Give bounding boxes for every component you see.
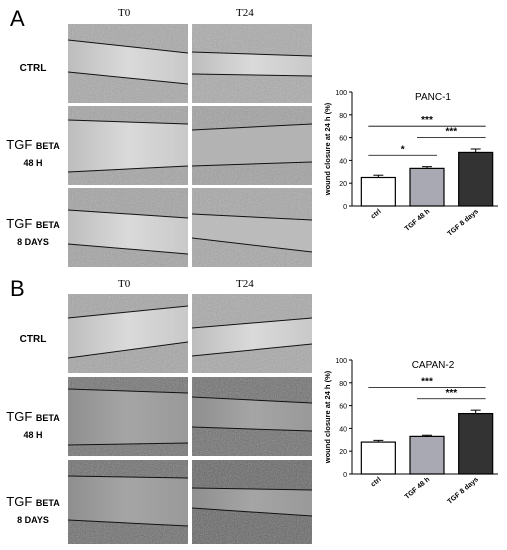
micrograph-b-ctrl-t24 xyxy=(192,294,312,373)
chart-b-y-tick-label: 20 xyxy=(339,449,347,456)
chart-b-y-tick-label: 100 xyxy=(335,358,347,365)
row-label-tgf-8days: TGF BETA 8 DAYS xyxy=(6,216,60,247)
micrograph-a-tgf48h-t24 xyxy=(192,106,312,185)
chart-a-category-label: TGF 8 days xyxy=(447,208,480,238)
row-label-tgf-8days: TGF BETA 8 DAYS xyxy=(6,494,60,525)
chart-a-y-tick-label: 0 xyxy=(343,204,347,211)
micrograph-b-tgf8d-t0 xyxy=(68,460,188,544)
chart-b-y-axis-label: wound closure at 24 h (%) xyxy=(323,370,332,464)
chart-a-significance-label: * xyxy=(401,144,405,155)
micrograph-a-ctrl-t0 xyxy=(68,24,188,103)
chart-b-y-tick-label: 80 xyxy=(339,381,347,388)
chart-a-category-label: TGF 48 h xyxy=(404,208,431,233)
micrograph-b-tgf48h-t24 xyxy=(192,377,312,456)
micrograph-a-tgf8d-t0 xyxy=(68,188,188,267)
chart-b-category-label: ctrl xyxy=(370,476,383,488)
panel-label-a: A xyxy=(10,6,25,31)
chart-b-y-tick-label: 0 xyxy=(343,472,347,479)
chart-b-bar xyxy=(458,412,494,475)
row-label-tgf-48h: TGF BETA 48 H xyxy=(6,409,60,440)
chart-b-title: CAPAN-2 xyxy=(412,360,455,371)
chart-a-y-axis-label: wound closure at 24 h (%) xyxy=(323,102,332,196)
chart-a-y-tick-label: 100 xyxy=(335,90,347,97)
chart-a-bar xyxy=(360,176,396,207)
column-header-t24: T24 xyxy=(236,278,254,290)
chart-a-y-tick-label: 60 xyxy=(339,136,347,143)
chart-b-significance-label: *** xyxy=(421,376,433,387)
chart-b-bar xyxy=(360,441,396,475)
micrograph-b-ctrl-t0 xyxy=(68,294,188,373)
panel-label-b: B xyxy=(10,276,25,301)
chart-b-y-tick-label: 60 xyxy=(339,404,347,411)
column-header-t24: T24 xyxy=(236,7,254,19)
row-label-ctrl: CTRL xyxy=(19,334,47,345)
chart-b-category-label: TGF 8 days xyxy=(447,476,480,506)
column-header-t0: T0 xyxy=(118,7,131,19)
chart-b-category-label: TGF 48 h xyxy=(404,476,431,501)
row-label-ctrl: CTRL xyxy=(19,63,47,74)
chart-a-y-tick-label: 40 xyxy=(339,158,347,165)
micrograph-a-ctrl-t24 xyxy=(192,24,312,103)
chart-a-category-label: ctrl xyxy=(370,208,383,220)
chart-b-significance-label: *** xyxy=(445,388,457,399)
chart-a-y-tick-label: 20 xyxy=(339,181,347,188)
micrograph-a-tgf8d-t24 xyxy=(192,188,312,267)
row-label-tgf-48h: TGF BETA 48 H xyxy=(6,137,60,168)
micrograph-b-tgf48h-t0 xyxy=(68,377,188,456)
column-header-t0: T0 xyxy=(118,278,131,290)
chart-b-bar xyxy=(409,435,445,475)
micrograph-a-tgf48h-t0 xyxy=(68,106,188,185)
chart-a-bar xyxy=(409,167,445,207)
micrograph-b-tgf8d-t24 xyxy=(192,460,312,544)
chart-a-title: PANC-1 xyxy=(415,92,451,103)
chart-a-significance-label: *** xyxy=(445,127,457,138)
chart-a-significance-label: *** xyxy=(421,115,433,126)
chart-a-bar xyxy=(458,151,494,207)
chart-b-y-tick-label: 40 xyxy=(339,426,347,433)
chart-a-y-tick-label: 80 xyxy=(339,113,347,120)
